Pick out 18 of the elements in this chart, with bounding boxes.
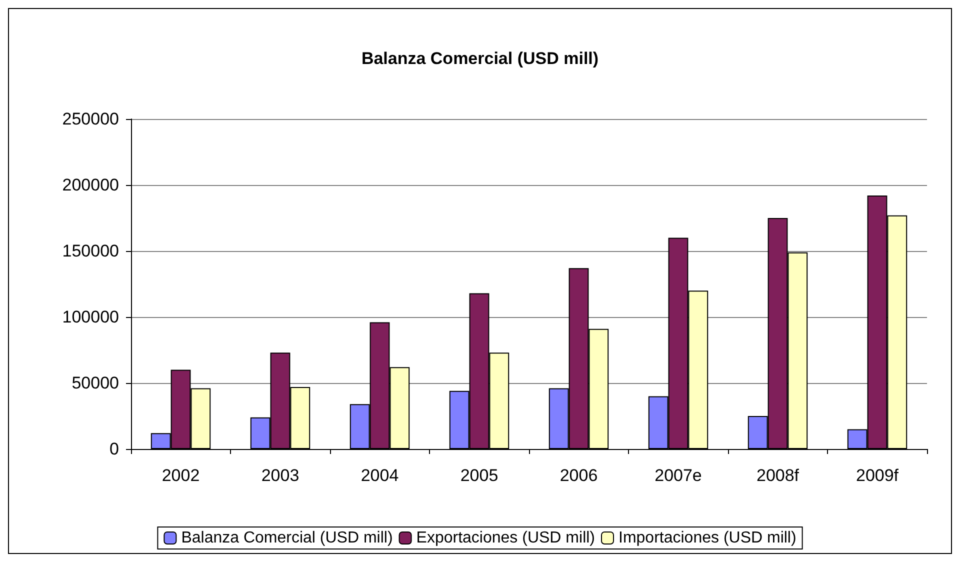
- legend-label: Importaciones (USD mill): [618, 530, 796, 546]
- x-tick-label: 2002: [162, 466, 200, 485]
- y-tick-label: 250000: [62, 110, 119, 128]
- x-tick-label: 2003: [261, 466, 300, 485]
- legend-label: Balanza Comercial (USD mill): [181, 530, 393, 546]
- y-tick-label: 100000: [62, 308, 119, 326]
- x-tick-label: 2007e: [654, 466, 702, 485]
- legend-label: Exportaciones (USD mill): [416, 530, 596, 546]
- y-tick-label: 50000: [72, 374, 119, 392]
- x-tick-label: 2006: [560, 466, 598, 485]
- y-tick-label: 150000: [62, 242, 119, 260]
- x-tick-label: 2009f: [856, 466, 899, 485]
- chart-title: Balanza Comercial (USD mill): [361, 49, 599, 68]
- y-tick-label: 0: [110, 440, 119, 458]
- y-tick-label: 200000: [62, 176, 119, 194]
- x-tick-label: 2004: [360, 466, 399, 485]
- x-tick-label: 2005: [460, 466, 498, 485]
- x-tick-label: 2008f: [756, 466, 800, 485]
